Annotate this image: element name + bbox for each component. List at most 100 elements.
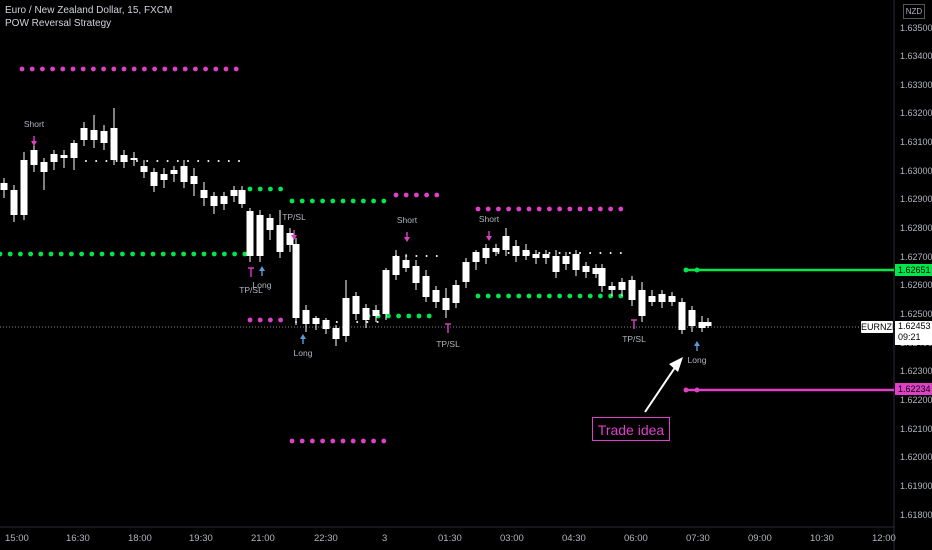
level-dot <box>386 313 391 319</box>
level-dot <box>475 206 481 212</box>
level-dot <box>131 66 137 72</box>
level-dot <box>320 438 325 444</box>
level-dot <box>40 66 45 72</box>
candle-body <box>432 290 440 302</box>
trade-idea-arrowhead <box>669 357 683 372</box>
level-dot <box>223 66 229 72</box>
candle-body <box>452 285 460 303</box>
candle-body <box>170 170 178 174</box>
candle-body <box>80 128 88 140</box>
level-dot <box>7 251 13 257</box>
level-dot <box>222 251 227 257</box>
price-tick-label: 1.63000 <box>900 166 932 176</box>
price-tick-label: 1.62200 <box>900 395 932 405</box>
level-dot <box>181 251 187 257</box>
candle-body <box>512 246 520 256</box>
signal-arrowhead <box>291 235 297 240</box>
tpsl-signal-label: TP/SL <box>436 339 460 349</box>
level-dot <box>152 66 158 72</box>
level-dot <box>340 198 346 204</box>
price-tick-label: 1.62000 <box>900 452 932 462</box>
level-dot <box>475 293 481 299</box>
level-dot <box>598 293 603 299</box>
stop-dot <box>356 321 359 323</box>
level-dot <box>381 438 387 444</box>
candle-body <box>658 294 666 302</box>
candle-body <box>542 254 550 258</box>
candle-body <box>120 155 128 162</box>
stop-dot <box>589 252 592 254</box>
candle-body <box>562 256 570 264</box>
time-tick-label: 12:00 <box>872 533 896 544</box>
stop-dot <box>425 255 428 257</box>
stop-dot <box>619 252 622 254</box>
level-dot <box>19 66 25 72</box>
pink-level-dot <box>683 387 689 393</box>
candle-body <box>442 298 450 310</box>
candle-body <box>30 150 38 165</box>
level-dot <box>232 251 238 257</box>
green-level-dot <box>683 267 689 273</box>
candle-body <box>220 196 228 204</box>
candle-body <box>698 322 706 328</box>
candle-body <box>230 190 238 196</box>
candle-body <box>592 268 600 274</box>
candle-body <box>392 256 400 275</box>
level-dot <box>111 66 117 72</box>
candle-body <box>372 310 380 316</box>
level-dot <box>350 198 356 204</box>
level-dot <box>89 251 95 257</box>
signal-arrowhead <box>259 266 265 271</box>
level-dot <box>58 251 64 257</box>
candle-body <box>362 308 370 320</box>
level-dot <box>330 438 336 444</box>
trade-idea-label: Trade idea <box>592 417 670 441</box>
time-tick-label: 16:30 <box>66 533 90 544</box>
candle-body <box>402 260 410 268</box>
level-dot <box>371 198 376 204</box>
strategy-name[interactable]: POW Reversal Strategy <box>5 18 112 29</box>
price-tick-label: 1.62600 <box>900 280 932 290</box>
level-dot <box>257 186 263 192</box>
stop-dot <box>146 160 149 162</box>
level-dot <box>48 251 54 257</box>
level-dot <box>557 206 562 212</box>
candle-body <box>10 190 18 215</box>
candle-body <box>302 310 310 324</box>
level-dot <box>162 66 168 72</box>
candle-body <box>20 160 28 215</box>
level-dot <box>598 206 603 212</box>
level-dot <box>406 313 412 319</box>
price-tick-label: 1.62900 <box>900 194 932 204</box>
level-dot <box>79 251 84 257</box>
level-dot <box>213 66 219 72</box>
candle-body <box>286 233 294 245</box>
level-dot <box>247 317 253 323</box>
candle-body <box>312 318 320 324</box>
level-dot <box>193 66 198 72</box>
stop-dot <box>366 321 369 323</box>
price-tick-label: 1.63500 <box>900 23 932 33</box>
candle-body <box>492 248 500 252</box>
stop-dot <box>507 252 510 254</box>
signal-arrowhead <box>486 236 492 241</box>
candle-body <box>246 211 254 256</box>
level-dot <box>434 192 440 198</box>
level-dot <box>567 206 573 212</box>
candle-body <box>382 270 390 314</box>
currency-label[interactable]: NZD <box>903 4 925 19</box>
candle-body <box>322 320 330 329</box>
level-dot <box>310 198 315 204</box>
level-dot <box>426 313 432 319</box>
level-dot <box>38 251 44 257</box>
candle-body <box>180 166 188 182</box>
price-tick-label: 1.62500 <box>900 309 932 319</box>
stop-dot <box>197 160 200 162</box>
time-tick-label: 10:30 <box>810 533 834 544</box>
level-dot <box>516 293 522 299</box>
candle-body <box>342 298 350 336</box>
level-dot <box>485 293 491 299</box>
level-dot <box>577 206 583 212</box>
